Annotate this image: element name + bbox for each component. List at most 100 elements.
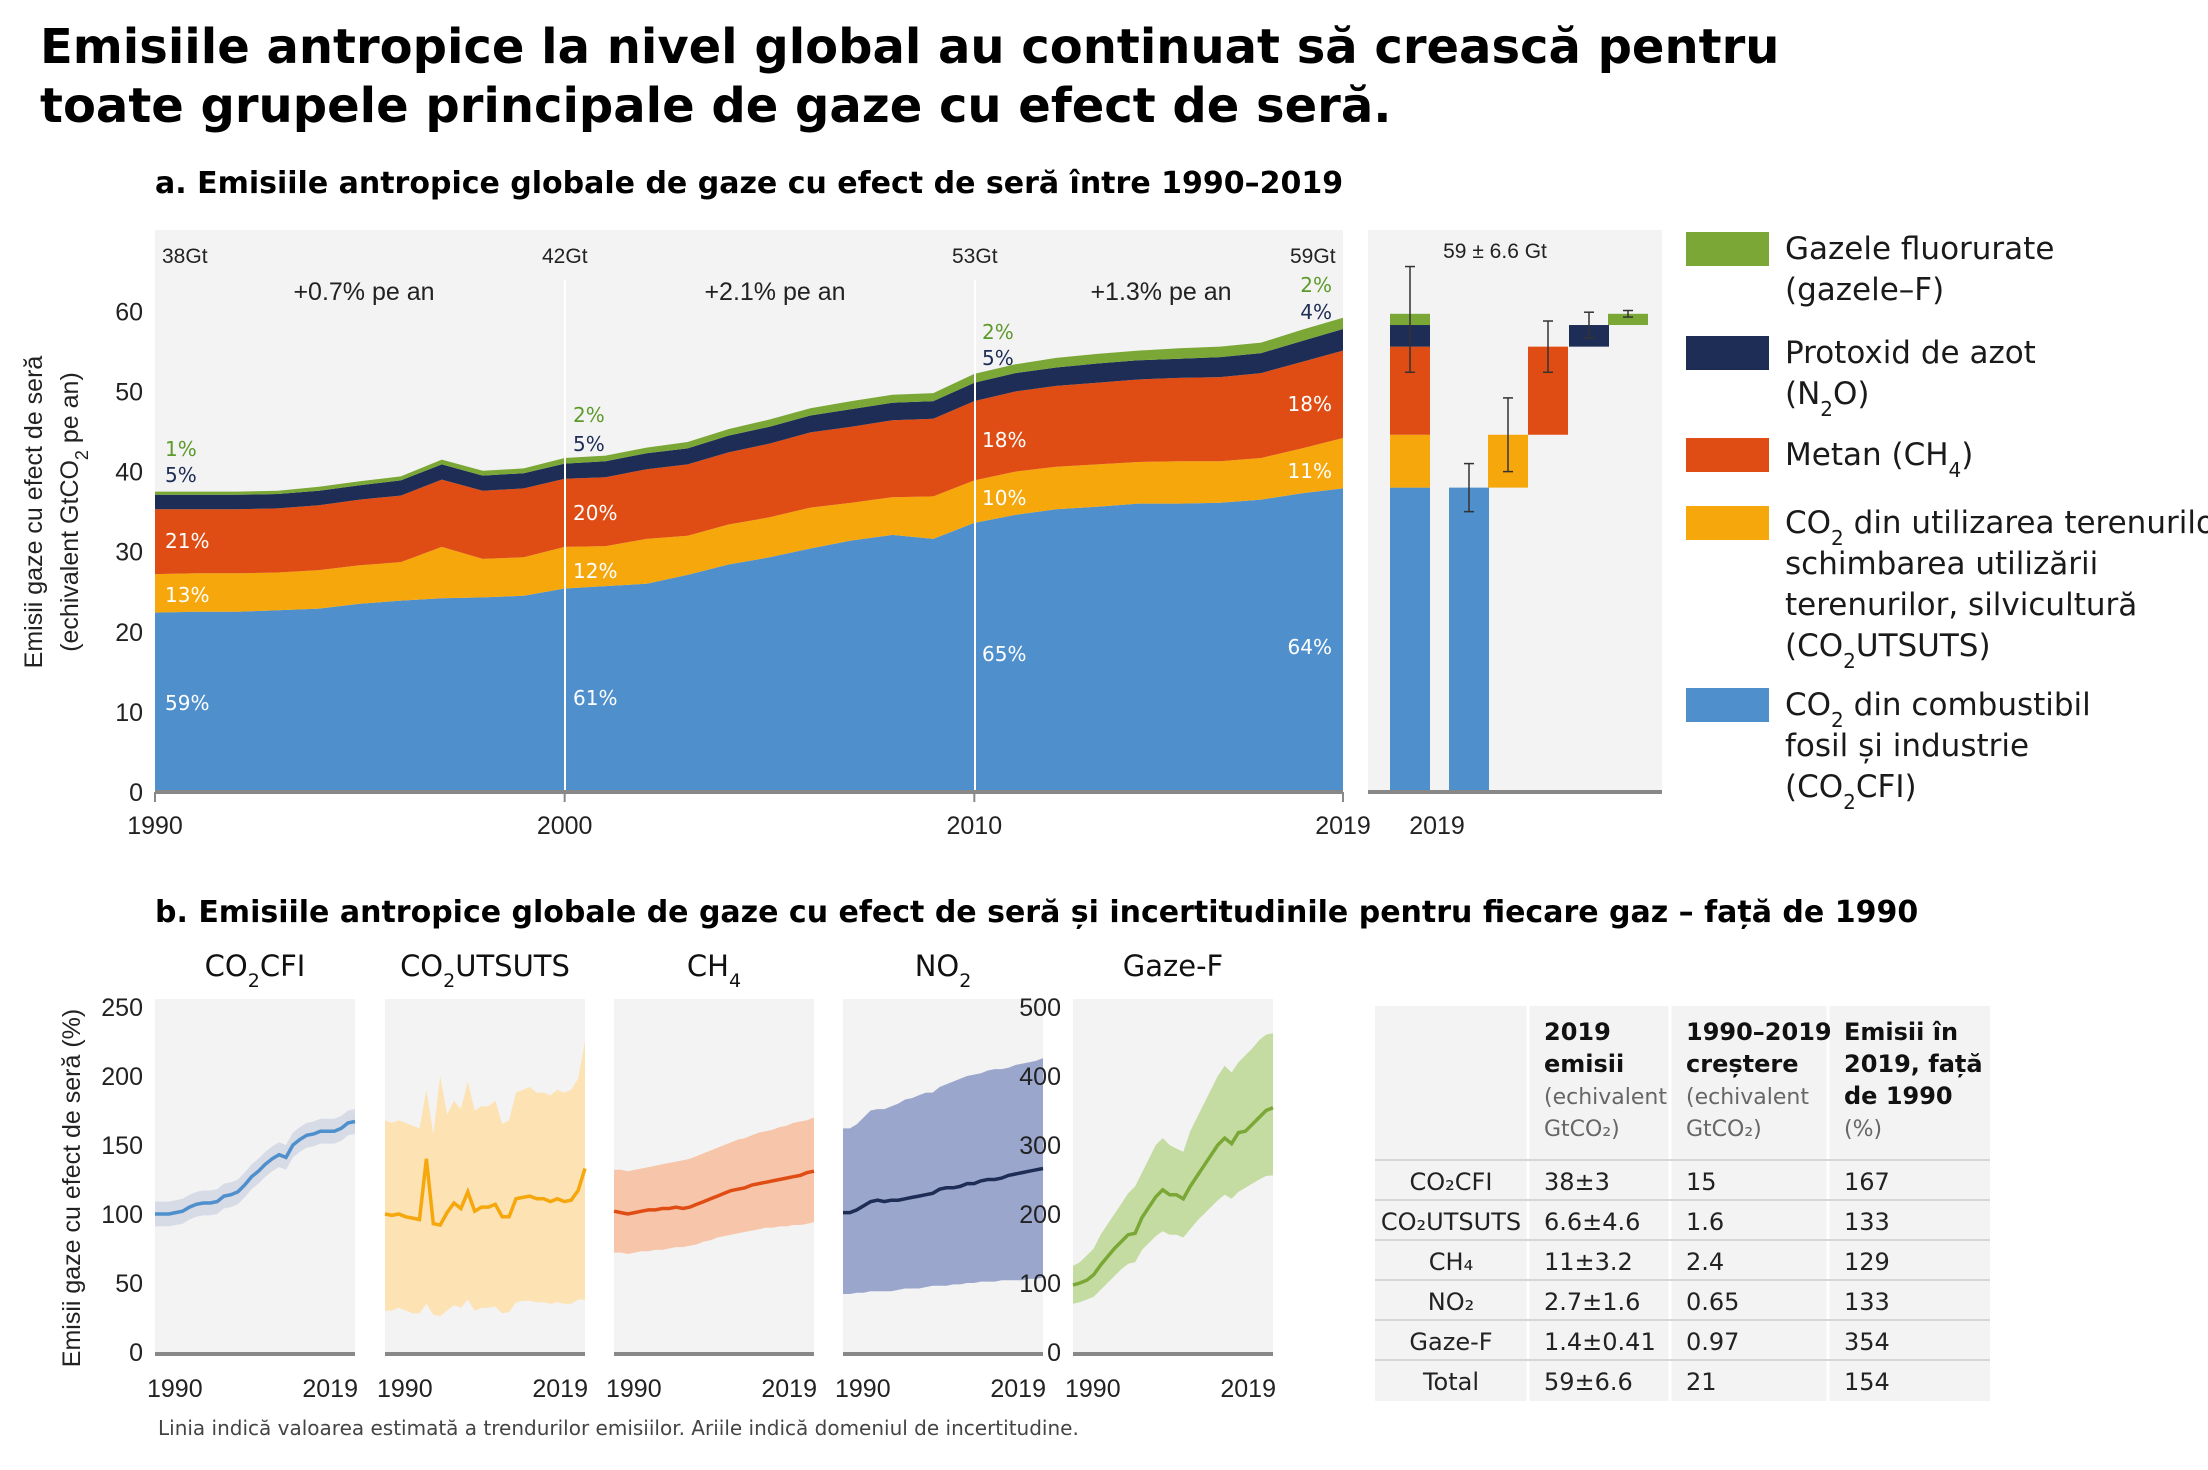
panel-b-x-tick-label: 2019 [990, 1375, 1046, 1403]
growth-2000-2010: +2.1% pe an [704, 278, 845, 306]
y-tick-label: 30 [115, 539, 143, 567]
share-2019-ch4: 18% [1288, 392, 1332, 416]
table-cell-emissions: 1.4±0.41 [1544, 1328, 1656, 1356]
panel-b-co2utsuts-trend-line [384, 1158, 587, 1227]
legend-label-co2cfi: fosil și industrie [1785, 728, 2029, 764]
table-background [1375, 1006, 1990, 1401]
table-cell-relative: 154 [1844, 1368, 1890, 1396]
share-2010-co2cfi: 65% [982, 642, 1026, 666]
panel-b-co2cfi-trend-line [155, 1119, 356, 1216]
table-row-name: CH₄ [1429, 1248, 1473, 1276]
table-cell-growth: 0.97 [1686, 1328, 1739, 1356]
area-ch4 [155, 350, 1343, 575]
panel-b-n2o-trend-line [843, 1166, 1044, 1215]
share-2000-n2o: 5% [573, 432, 605, 456]
table-header-unit: GtCO₂) [1544, 1117, 1620, 1142]
table-header-bold: 2019, față [1844, 1050, 1983, 1078]
wf-step-fgas [1608, 313, 1648, 326]
share-2010-n2o: 5% [982, 346, 1014, 370]
panel-b-fgas-trend-line [1072, 1106, 1274, 1287]
total-2019: 59Gt [1290, 245, 1336, 268]
panel-b-x-tick-label: 1990 [606, 1375, 662, 1403]
panel-b-y-tick-label: 400 [1019, 1063, 1061, 1091]
panel-b-co2utsuts-uncertainty-band [385, 1041, 585, 1317]
panel-b-x-tick-label: 2019 [761, 1375, 817, 1403]
table-cell-relative: 133 [1844, 1208, 1890, 1236]
table-header-bold: emisii [1544, 1050, 1624, 1078]
share-1990-fgas: 1% [165, 437, 197, 461]
table-cell-emissions: 2.7±1.6 [1544, 1288, 1640, 1316]
legend-label-co2cfi: (CO2CFI) [1785, 769, 1917, 814]
x-tick-label: 1990 [127, 812, 183, 840]
share-2000-co2cfi: 61% [573, 686, 617, 710]
panel-b-y-tick-label: 300 [1019, 1132, 1061, 1160]
legend-swatch-n2o [1686, 336, 1769, 370]
table-header-bold: 1990–2019 [1686, 1018, 1832, 1046]
emissions-table: 2019 emisii (echivalent GtCO₂) 1990–2019 creș… [1375, 1006, 1990, 1401]
share-1990-co2utsuts: 13% [165, 583, 209, 607]
legend-label-ch4: Metan (CH4) [1785, 437, 1973, 482]
panel-b-x-tick-label: 1990 [1065, 1375, 1121, 1403]
panel-b-ch4-trend-line [613, 1169, 815, 1216]
growth-2010-2019: +1.3% pe an [1090, 278, 1231, 306]
share-2019-n2o: 4% [1300, 300, 1332, 324]
table-header-unit: GtCO₂) [1686, 1117, 1762, 1142]
legend-swatch-fgas [1686, 232, 1769, 266]
table-cell-growth: 1.6 [1686, 1208, 1724, 1236]
y-tick-label: 40 [115, 459, 143, 487]
panel-b-x-tick-label: 1990 [377, 1375, 433, 1403]
x-tick-label: 2019 [1315, 812, 1371, 840]
share-1990-co2cfi: 59% [165, 691, 209, 715]
share-2000-fgas: 2% [573, 403, 605, 427]
table-cell-emissions: 59±6.6 [1544, 1368, 1633, 1396]
x-tick-label: 2000 [537, 812, 593, 840]
panel-b-y-tick-label: 0 [129, 1339, 143, 1367]
legend-label-co2utsuts: CO2 din utilizarea terenurilor, [1785, 505, 2208, 550]
panel-b-fgas-uncertainty-band [1073, 1033, 1273, 1304]
legend-label-co2utsuts: schimbarea utilizării [1785, 546, 2098, 582]
legend: Gazele fluorurate (gazele–F) Protoxid de a… [1686, 231, 2208, 814]
panel-b-co2cfi-uncertainty-band [155, 1109, 355, 1227]
panel-b-x-tick-label: 2019 [302, 1375, 358, 1403]
table-cell-relative: 133 [1844, 1288, 1890, 1316]
table-cell-relative: 167 [1844, 1168, 1890, 1196]
area-co2utsuts [155, 438, 1343, 613]
table-cell-growth: 21 [1686, 1368, 1717, 1396]
legend-label-co2cfi: CO2 din combustibil [1785, 687, 2091, 732]
share-1990-n2o: 5% [165, 463, 197, 487]
table-cell-emissions: 11±3.2 [1544, 1248, 1633, 1276]
table-cell-growth: 15 [1686, 1168, 1717, 1196]
table-row-name: Total [1422, 1368, 1479, 1396]
panel-b-y-tick-label: 200 [1019, 1201, 1061, 1229]
legend-label-co2utsuts: terenurilor, silvicultură [1785, 587, 2137, 623]
legend-label-fgas: Gazele fluorurate [1785, 231, 2054, 267]
waterfall-bars [1390, 265, 1648, 792]
share-2010-co2utsuts: 10% [982, 486, 1026, 510]
panel-b-n2o-uncertainty-band [843, 1058, 1043, 1294]
main-title-line2: toate grupele principale de gaze cu efec… [40, 78, 1391, 134]
legend-swatch-co2utsuts [1686, 506, 1769, 540]
y-tick-label: 10 [115, 699, 143, 727]
panel-a-y-ticks: 0 10 20 30 40 50 60 [115, 298, 143, 807]
panel-b-co2cfi-title: CO2CFI [205, 949, 306, 992]
table-cell-relative: 129 [1844, 1248, 1890, 1276]
panel-a-area-chart: 0 10 20 30 40 50 60 1990 2000 2010 2019 38Gt 42Gt… [115, 230, 1371, 840]
growth-1990-2000: +0.7% pe an [293, 278, 434, 306]
share-2019-co2utsuts: 11% [1288, 459, 1332, 483]
wf-step-co2cfi [1449, 487, 1489, 792]
x-tick-label: 2010 [946, 812, 1002, 840]
panel-b-ylabel: Emisii gaze cu efect de seră (%) [58, 1009, 86, 1367]
area-co2cfi [155, 488, 1343, 792]
table-header-bold: Emisii în [1844, 1018, 1958, 1046]
total-2010: 53Gt [952, 245, 998, 268]
table-header-unit: (echivalent [1686, 1085, 1809, 1110]
table-header-bold: 2019 [1544, 1018, 1611, 1046]
panel-b-ch4-uncertainty-band [614, 1117, 814, 1254]
area-layers [155, 317, 1343, 792]
table-row-name: CO₂CFI [1410, 1168, 1493, 1196]
panel-b-x-tick-label: 1990 [835, 1375, 891, 1403]
legend-label-fgas: (gazele–F) [1785, 272, 1944, 308]
area-fgas [155, 317, 1343, 495]
